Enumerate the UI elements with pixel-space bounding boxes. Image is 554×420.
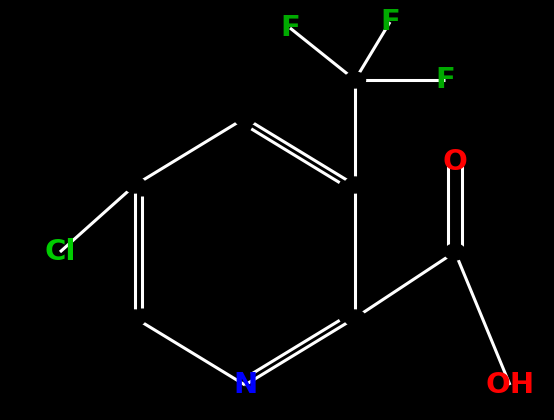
Circle shape	[125, 310, 146, 326]
Text: F: F	[435, 66, 455, 94]
Circle shape	[345, 72, 366, 88]
Text: F: F	[380, 8, 400, 36]
Circle shape	[345, 177, 366, 193]
Circle shape	[125, 177, 146, 193]
Circle shape	[444, 244, 465, 260]
Circle shape	[345, 310, 366, 326]
Text: O: O	[443, 148, 468, 176]
Text: N: N	[233, 371, 257, 399]
Circle shape	[234, 110, 255, 126]
Text: F: F	[280, 14, 300, 42]
Text: Cl: Cl	[44, 238, 76, 266]
Text: OH: OH	[485, 371, 535, 399]
